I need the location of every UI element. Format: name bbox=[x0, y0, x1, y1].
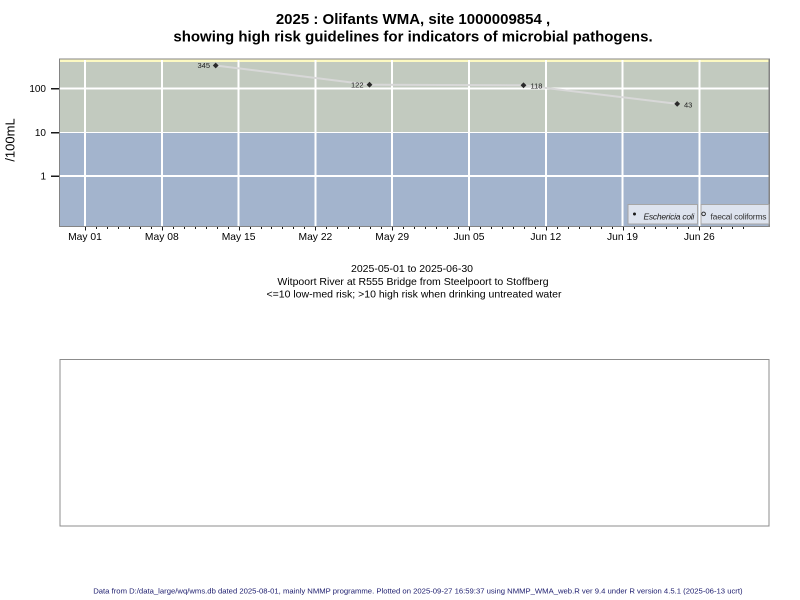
svg-text:faecal coliforms: faecal coliforms bbox=[711, 211, 767, 221]
svg-text:showing high risk guidelines f: showing high risk guidelines for indicat… bbox=[173, 29, 652, 46]
svg-text:<=10 low-med risk; >10 high ri: <=10 low-med risk; >10 high risk when dr… bbox=[266, 289, 562, 301]
svg-text:1: 1 bbox=[40, 172, 46, 183]
svg-text:Jun 19: Jun 19 bbox=[607, 232, 638, 243]
svg-text:May 15: May 15 bbox=[222, 232, 256, 243]
svg-text:Data from D:/data_large/wq/wms: Data from D:/data_large/wq/wms.db dated … bbox=[93, 587, 743, 596]
svg-text:43: 43 bbox=[684, 101, 692, 110]
svg-text:118: 118 bbox=[531, 82, 543, 91]
svg-text:10: 10 bbox=[35, 128, 47, 139]
svg-text:May 22: May 22 bbox=[299, 232, 333, 243]
svg-text:Jun 26: Jun 26 bbox=[684, 232, 715, 243]
svg-text:Witpoort River at R555 Bridge: Witpoort River at R555 Bridge from Steel… bbox=[277, 276, 548, 288]
svg-text:100: 100 bbox=[29, 84, 46, 95]
svg-text:May 08: May 08 bbox=[145, 232, 179, 243]
svg-text:Jun 12: Jun 12 bbox=[530, 232, 561, 243]
svg-text:345: 345 bbox=[197, 61, 210, 70]
svg-text:Jun 05: Jun 05 bbox=[454, 232, 485, 243]
svg-text:May 29: May 29 bbox=[375, 232, 409, 243]
svg-text:May 01: May 01 bbox=[68, 232, 102, 243]
svg-text:/100mL: /100mL bbox=[2, 118, 17, 161]
svg-text:122: 122 bbox=[351, 81, 364, 90]
svg-text:Eschericia coli: Eschericia coli bbox=[644, 211, 696, 221]
svg-text:2025-05-01 to 2025-06-30: 2025-05-01 to 2025-06-30 bbox=[351, 263, 473, 275]
svg-text:2025 : Olifants WMA, site 1000: 2025 : Olifants WMA, site 1000009854 , bbox=[276, 11, 550, 28]
